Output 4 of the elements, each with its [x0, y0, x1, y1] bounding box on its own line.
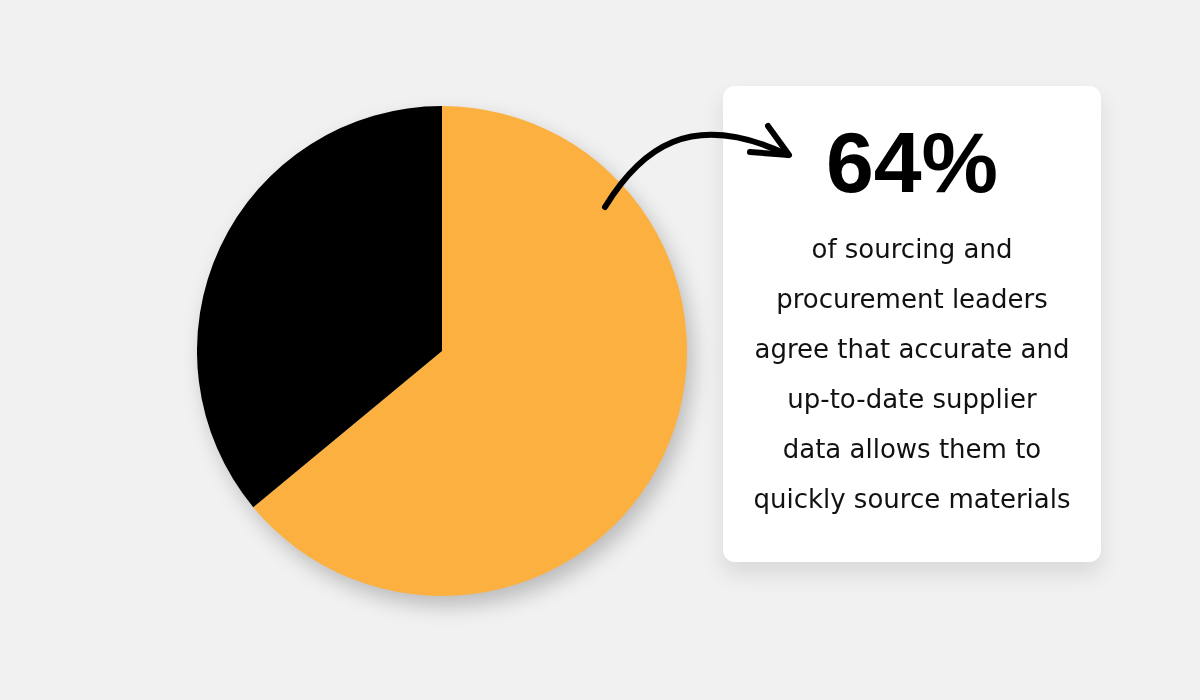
text: 64%: [825, 114, 999, 210]
pie-slice: [197, 106, 442, 508]
pie-slice: [253, 106, 687, 596]
text: of sourcing and procurement leaders agree that accurate and up-to-date supplier data allows them to quickly source materials: [753, 234, 1071, 514]
